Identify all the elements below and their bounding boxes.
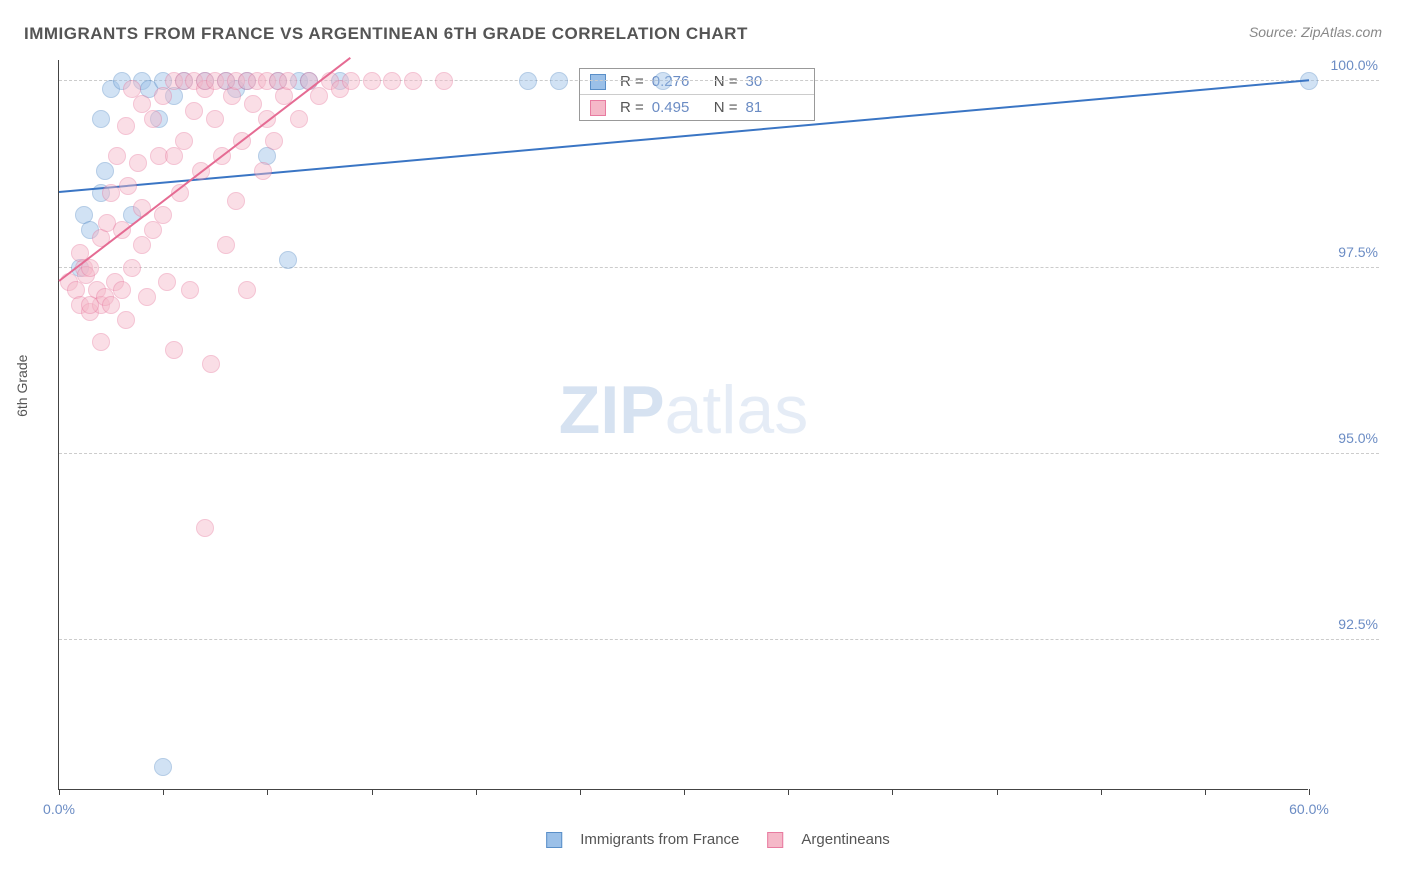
chart-title: IMMIGRANTS FROM FRANCE VS ARGENTINEAN 6T… [24,24,748,44]
scatter-point [175,132,193,150]
legend-r-label: R = [620,99,644,116]
scatter-point [435,72,453,90]
scatter-point [279,251,297,269]
scatter-point [117,117,135,135]
legend-n-value: 81 [746,99,796,116]
scatter-point [185,102,203,120]
x-tick [59,789,60,795]
scatter-point [113,281,131,299]
scatter-point [196,519,214,537]
scatter-point [133,236,151,254]
legend-swatch [590,74,606,90]
x-tick [580,789,581,795]
scatter-point [138,288,156,306]
scatter-point [165,147,183,165]
legend-n-label: N = [714,73,738,90]
legend-n-label: N = [714,99,738,116]
legend-swatch [546,832,562,848]
source-link[interactable]: ZipAtlas.com [1301,24,1382,40]
x-tick [997,789,998,795]
scatter-point [154,87,172,105]
scatter-point [254,162,272,180]
scatter-point [123,259,141,277]
legend-label: Argentineans [801,831,889,848]
scatter-point [96,162,114,180]
legend-n-value: 30 [746,73,796,90]
scatter-point [129,154,147,172]
scatter-point [154,206,172,224]
watermark: ZIPatlas [559,371,808,449]
x-tick [684,789,685,795]
scatter-point [158,273,176,291]
y-tick-label: 100.0% [1331,57,1378,73]
scatter-point [238,281,256,299]
source-attribution: Source: ZipAtlas.com [1249,24,1382,40]
legend-row: R = 0.495 N = 81 [580,95,814,120]
scatter-point [279,72,297,90]
x-tick [1101,789,1102,795]
scatter-point [519,72,537,90]
scatter-point [342,72,360,90]
legend-swatch [590,100,606,116]
scatter-point [92,333,110,351]
y-axis-label: 6th Grade [14,355,30,417]
scatter-point [383,72,401,90]
x-tick [1309,789,1310,795]
scatter-point [181,281,199,299]
legend-item: Immigrants from France [546,831,739,848]
source-label: Source: [1249,24,1297,40]
scatter-point [102,184,120,202]
correlation-legend: R =0.276N =30R =0.495N =81 [579,68,815,121]
watermark-bold: ZIP [559,372,665,448]
scatter-point [165,341,183,359]
scatter-point [102,296,120,314]
x-tick [788,789,789,795]
legend-r-value: 0.495 [652,99,702,116]
scatter-point [404,72,422,90]
legend-swatch [767,832,783,848]
scatter-plot: ZIPatlas R =0.276N =30R =0.495N =81 92.5… [58,60,1308,790]
legend-row: R =0.276N =30 [580,69,814,95]
scatter-point [227,192,245,210]
y-tick-label: 92.5% [1338,616,1378,632]
gridline [59,453,1379,454]
legend-item: Argentineans [767,831,889,848]
x-tick [372,789,373,795]
x-tick [892,789,893,795]
y-tick-label: 97.5% [1338,244,1378,260]
x-tick-label: 60.0% [1289,801,1329,817]
scatter-point [117,311,135,329]
scatter-point [202,355,220,373]
scatter-point [363,72,381,90]
scatter-point [217,236,235,254]
scatter-point [310,87,328,105]
y-tick-label: 95.0% [1338,430,1378,446]
scatter-point [154,758,172,776]
gridline [59,267,1379,268]
scatter-point [119,177,137,195]
scatter-point [265,132,283,150]
watermark-light: atlas [665,372,809,448]
legend-label: Immigrants from France [580,831,739,848]
x-tick [1205,789,1206,795]
scatter-point [290,110,308,128]
scatter-point [108,147,126,165]
scatter-point [654,72,672,90]
scatter-point [81,296,99,314]
scatter-point [206,110,224,128]
scatter-point [144,110,162,128]
legend-r-label: R = [620,73,644,90]
x-tick [163,789,164,795]
x-tick-label: 0.0% [43,801,75,817]
x-tick [267,789,268,795]
chart-area: 6th Grade ZIPatlas R =0.276N =30R =0.495… [58,60,1378,820]
gridline [59,639,1379,640]
scatter-point [550,72,568,90]
x-tick [476,789,477,795]
series-legend: Immigrants from France Argentineans [546,831,890,848]
scatter-point [244,95,262,113]
scatter-point [92,110,110,128]
